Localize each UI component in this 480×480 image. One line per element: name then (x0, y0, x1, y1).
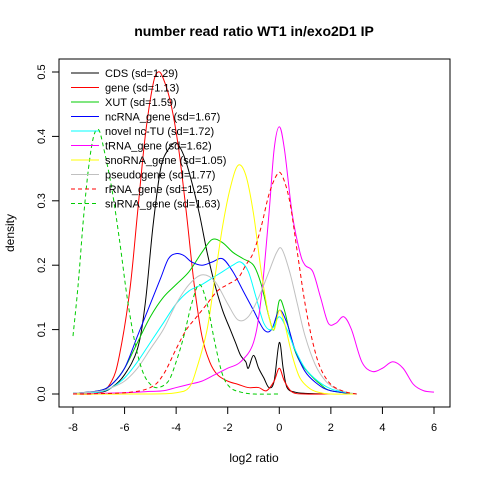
y-axis-label: density (3, 214, 17, 252)
legend-label-pseudogene: pseudogene (sd=1.77) (105, 170, 215, 182)
legend-label-novel: novel nc-TU (sd=1.72) (105, 126, 214, 138)
legend-label-gene: gene (sd=1.13) (105, 83, 179, 95)
chart-title: number read ratio WT1 in/exo2D1 IP (134, 23, 374, 39)
y-tick-label: 0.1 (36, 322, 48, 337)
x-tick-label: -6 (120, 422, 130, 434)
x-tick-label: -8 (68, 422, 78, 434)
legend-label-ncrna-gene: ncRNA_gene (sd=1.67) (105, 112, 220, 124)
x-tick-label: 4 (379, 422, 385, 434)
series-line-cds (72, 142, 331, 395)
y-tick-label: 0.0 (36, 386, 48, 401)
series-line-novel (72, 261, 357, 395)
legend-label-snorna-gene: snoRNA_gene (sd=1.05) (105, 155, 226, 167)
y-tick-label: 0.2 (36, 258, 48, 273)
series-line-snorna-gene (72, 164, 357, 395)
x-axis-label: log2 ratio (229, 451, 279, 465)
legend-label-xut: XUT (sd=1.59) (105, 97, 177, 109)
series-line-pseudogene (72, 247, 357, 395)
legend-label-cds: CDS (sd=1.29) (105, 68, 178, 80)
x-axis: -8 -6 -4 -2 0 2 4 6 (68, 406, 437, 434)
series-layer (72, 71, 435, 395)
x-tick-label: 6 (431, 422, 437, 434)
x-tick-label: 2 (328, 422, 334, 434)
legend: CDS (sd=1.29) gene (sd=1.13) XUT (sd=1.59)… (71, 68, 226, 211)
y-tick-label: 0.5 (36, 64, 48, 79)
series-line-gene (72, 71, 331, 395)
x-tick-label: -4 (171, 422, 181, 434)
x-tick-label: 0 (276, 422, 282, 434)
legend-label-snrna-gene: snRNA_gene (sd=1.63) (105, 199, 220, 211)
legend-label-rrna-gene: rRNA_gene (sd=1.25) (105, 184, 212, 196)
y-axis: 0.0 0.1 0.2 0.3 0.4 0.5 (36, 64, 60, 402)
legend-label-trna-gene: tRNA_gene (sd=1.62) (105, 141, 212, 153)
y-tick-label: 0.3 (36, 193, 48, 208)
x-tick-label: -2 (223, 422, 233, 434)
y-tick-label: 0.4 (36, 129, 48, 144)
